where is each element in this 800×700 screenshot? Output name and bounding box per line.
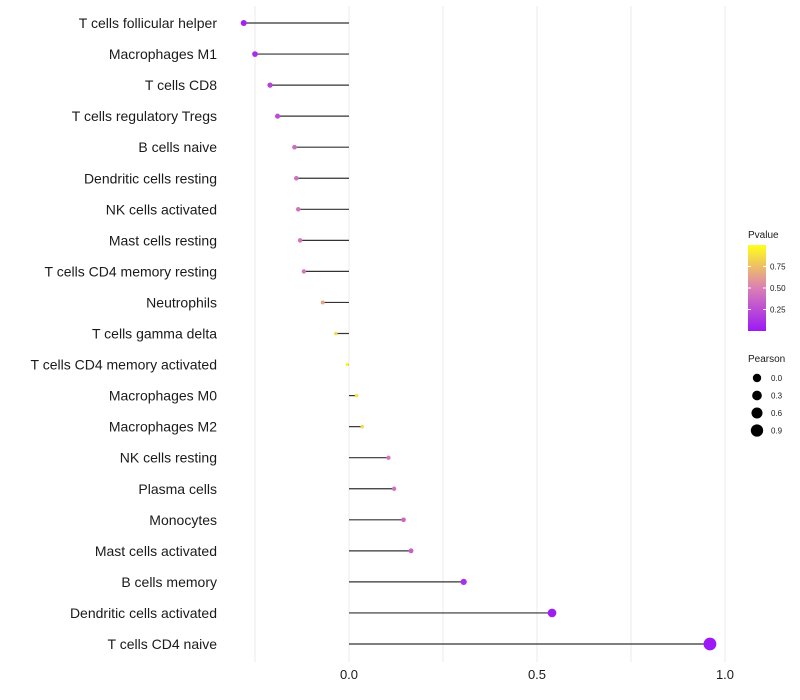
- category-label: T cells CD4 memory activated: [31, 357, 217, 373]
- dot-layer: [240, 20, 717, 651]
- lollipop-dot: [354, 393, 359, 398]
- lollipop-dot: [267, 82, 273, 88]
- category-label: B cells memory: [121, 574, 217, 590]
- category-label: Mast cells activated: [95, 543, 217, 559]
- legend-pearson-label: 0.9: [771, 427, 783, 436]
- lollipop-dot: [547, 608, 557, 618]
- legend-pearson-dot: [752, 390, 762, 401]
- lollipop-dot: [275, 113, 281, 119]
- lollipop-dot: [391, 486, 397, 491]
- legend-pearson-label: 0.3: [771, 392, 783, 401]
- category-label: Neutrophils: [146, 294, 217, 310]
- lollipop-dot: [252, 51, 258, 57]
- legend-pvalue-colorbar: [748, 245, 766, 331]
- stem-layer: [243, 22, 710, 645]
- legend-pearson-dot: [751, 407, 763, 419]
- lollipop-dot: [297, 238, 303, 243]
- lollipop-dot: [301, 269, 307, 274]
- category-label: Macrophages M1: [109, 46, 217, 62]
- lollipop-dot: [386, 455, 391, 460]
- legend-pvalue-tick-label: 0.50: [770, 284, 786, 293]
- legend-pearson-dot: [752, 373, 762, 383]
- legend-pearson-items: 0.0 0.3 0.6 0.9: [750, 373, 783, 437]
- category-label: Dendritic cells activated: [70, 605, 217, 621]
- category-label: T cells CD8: [145, 77, 217, 93]
- category-label: T cells gamma delta: [92, 326, 217, 342]
- category-labels: T cells follicular helper Macrophages M1 T…: [31, 15, 218, 652]
- legend-pvalue-title: Pvalue: [748, 230, 779, 241]
- lollipop-dot: [460, 578, 467, 586]
- category-label: T cells follicular helper: [79, 15, 218, 31]
- grid-layer: [254, 6, 726, 662]
- legend-pvalue-tick-label: 0.75: [770, 263, 786, 272]
- legend-pearson: Pearson 0.0 0.3 0.6 0.9: [748, 354, 785, 437]
- legend-pearson-label: 0.6: [771, 409, 783, 418]
- lollipop-dot: [292, 144, 297, 150]
- lollipop-dot: [320, 300, 325, 305]
- category-label: NK cells activated: [106, 201, 217, 217]
- category-label: Macrophages M2: [109, 419, 217, 435]
- category-label: T cells CD4 naive: [108, 636, 218, 652]
- legend-pearson-label: 0.0: [771, 374, 783, 383]
- category-label: Plasma cells: [138, 481, 217, 497]
- lollipop-dot: [703, 637, 717, 651]
- category-label: Dendritic cells resting: [84, 170, 217, 186]
- legend-pearson-title: Pearson: [748, 354, 785, 365]
- category-label: Monocytes: [149, 512, 217, 528]
- x-axis-tick-labels: 0.0 0.5 1.0: [340, 667, 734, 682]
- lollipop-dot: [334, 331, 338, 336]
- x-tick-label: 0.5: [528, 667, 546, 682]
- x-tick-label: 1.0: [716, 667, 734, 682]
- category-label: Mast cells resting: [109, 232, 217, 248]
- lollipop-dot: [345, 362, 349, 367]
- x-tick-label: 0.0: [340, 667, 358, 682]
- legend-pvalue: Pvalue 0.25 0.50 0.75: [748, 230, 786, 331]
- category-label: T cells regulatory Tregs: [72, 108, 217, 124]
- legend-pvalue-tick-label: 0.25: [770, 306, 786, 315]
- category-label: B cells naive: [138, 139, 217, 155]
- legend-pearson-dot: [750, 424, 764, 437]
- lollipop-dot: [401, 517, 406, 523]
- legend-pvalue-ticks: 0.25 0.50 0.75: [748, 263, 786, 315]
- category-label: NK cells resting: [120, 450, 217, 466]
- lollipop-dot: [360, 424, 364, 429]
- lollipop-dot: [294, 175, 299, 181]
- category-label: Macrophages M0: [109, 388, 217, 404]
- lollipop-dot: [240, 20, 247, 26]
- category-label: T cells CD4 memory resting: [45, 263, 217, 279]
- lollipop-dot: [295, 207, 301, 212]
- lollipop-dot: [408, 548, 414, 554]
